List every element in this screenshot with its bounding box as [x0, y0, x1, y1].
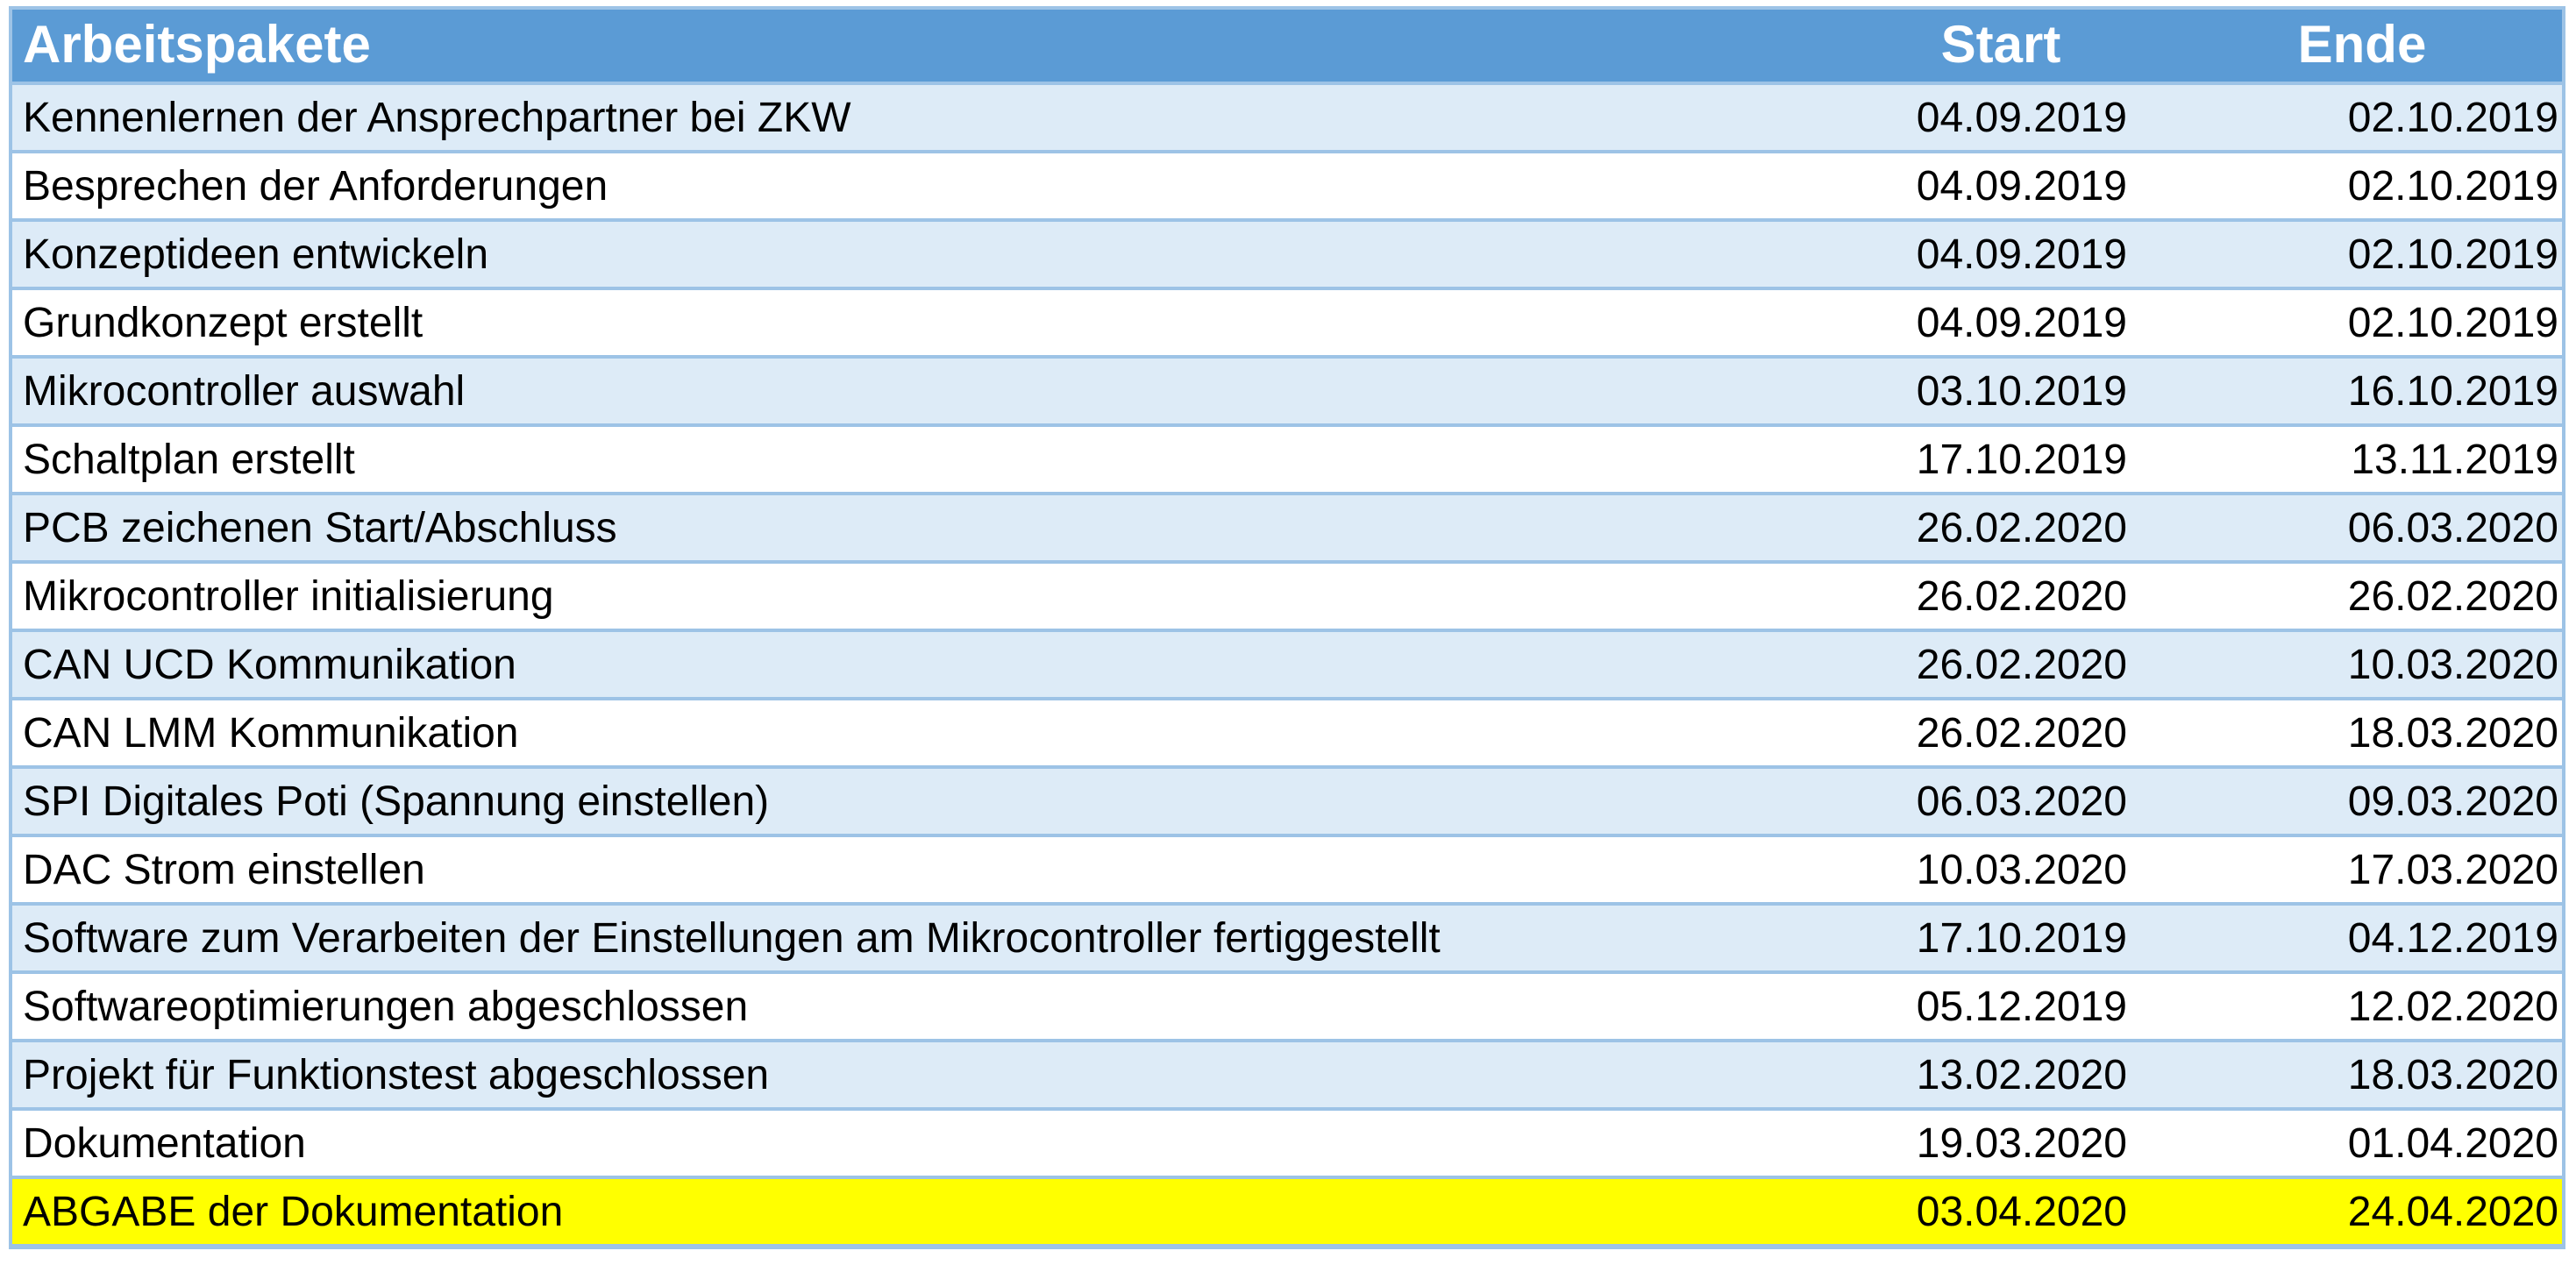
table-header: Arbeitspakete Start Ende	[11, 8, 2564, 85]
table-row[interactable]: Besprechen der Anforderungen 04.09.2019 02…	[11, 150, 2564, 222]
cell-end-date[interactable]: 12.02.2020	[2134, 970, 2564, 1042]
table-row[interactable]: CAN UCD Kommunikation 26.02.2020 10.03.202…	[11, 629, 2564, 700]
cell-task[interactable]: Konzeptideen entwickeln	[11, 218, 1815, 290]
cell-task[interactable]: Projekt für Funktionstest abgeschlossen	[11, 1039, 1815, 1111]
cell-start-date[interactable]: 03.10.2019	[1815, 355, 2134, 427]
column-header-task[interactable]: Arbeitspakete	[11, 8, 1815, 85]
table-row[interactable]: SPI Digitales Poti (Spannung einstellen)…	[11, 765, 2564, 837]
table-row[interactable]: Mikrocontroller auswahl 03.10.2019 16.10.2…	[11, 355, 2564, 427]
cell-end-date[interactable]: 13.11.2019	[2134, 423, 2564, 495]
cell-start-date[interactable]: 17.10.2019	[1815, 423, 2134, 495]
cell-task[interactable]: CAN LMM Kommunikation	[11, 697, 1815, 769]
cell-start-date[interactable]: 26.02.2020	[1815, 697, 2134, 769]
cell-start-date[interactable]: 19.03.2020	[1815, 1107, 2134, 1179]
cell-start-date[interactable]: 04.09.2019	[1815, 82, 2134, 153]
cell-task[interactable]: Dokumentation	[11, 1107, 1815, 1179]
table-row[interactable]: Projekt für Funktionstest abgeschlossen 1…	[11, 1039, 2564, 1111]
cell-end-date[interactable]: 06.03.2020	[2134, 492, 2564, 564]
cell-start-date[interactable]: 04.09.2019	[1815, 218, 2134, 290]
table-row[interactable]: DAC Strom einstellen 10.03.2020 17.03.2020	[11, 834, 2564, 906]
table-row[interactable]: Mikrocontroller initialisierung 26.02.202…	[11, 560, 2564, 632]
cell-start-date[interactable]: 03.04.2020	[1815, 1176, 2134, 1247]
cell-start-date[interactable]: 05.12.2019	[1815, 970, 2134, 1042]
table-row[interactable]: Softwareoptimierungen abgeschlossen 05.12…	[11, 970, 2564, 1042]
cell-task[interactable]: PCB zeichenen Start/Abschluss	[11, 492, 1815, 564]
cell-task[interactable]: Grundkonzept erstellt	[11, 287, 1815, 359]
table-row[interactable]: Dokumentation 19.03.2020 01.04.2020	[11, 1107, 2564, 1179]
table-row[interactable]: Konzeptideen entwickeln 04.09.2019 02.10.2…	[11, 218, 2564, 290]
cell-start-date[interactable]: 17.10.2019	[1815, 902, 2134, 974]
cell-end-date[interactable]: 10.03.2020	[2134, 629, 2564, 700]
cell-start-date[interactable]: 04.09.2019	[1815, 287, 2134, 359]
cell-end-date[interactable]: 02.10.2019	[2134, 287, 2564, 359]
cell-task[interactable]: Kennenlernen der Ansprechpartner bei ZKW	[11, 82, 1815, 153]
cell-start-date[interactable]: 04.09.2019	[1815, 150, 2134, 222]
cell-end-date[interactable]: 18.03.2020	[2134, 697, 2564, 769]
cell-task[interactable]: ABGABE der Dokumentation	[11, 1176, 1815, 1247]
work-packages-table: Arbeitspakete Start Ende Kennenlernen de…	[11, 8, 2564, 1247]
cell-task[interactable]: SPI Digitales Poti (Spannung einstellen)	[11, 765, 1815, 837]
column-header-start[interactable]: Start	[1815, 8, 2134, 85]
cell-start-date[interactable]: 26.02.2020	[1815, 560, 2134, 632]
cell-end-date[interactable]: 18.03.2020	[2134, 1039, 2564, 1111]
table-row-highlighted[interactable]: ABGABE der Dokumentation 03.04.2020 24.04.…	[11, 1176, 2564, 1247]
cell-end-date[interactable]: 24.04.2020	[2134, 1176, 2564, 1247]
cell-end-date[interactable]: 09.03.2020	[2134, 765, 2564, 837]
cell-task[interactable]: Mikrocontroller initialisierung	[11, 560, 1815, 632]
cell-task[interactable]: DAC Strom einstellen	[11, 834, 1815, 906]
cell-task[interactable]: Besprechen der Anforderungen	[11, 150, 1815, 222]
table-row[interactable]: Kennenlernen der Ansprechpartner bei ZKW…	[11, 82, 2564, 153]
cell-start-date[interactable]: 13.02.2020	[1815, 1039, 2134, 1111]
cell-task[interactable]: CAN UCD Kommunikation	[11, 629, 1815, 700]
cell-end-date[interactable]: 02.10.2019	[2134, 82, 2564, 153]
cell-start-date[interactable]: 26.02.2020	[1815, 492, 2134, 564]
cell-end-date[interactable]: 04.12.2019	[2134, 902, 2564, 974]
cell-end-date[interactable]: 16.10.2019	[2134, 355, 2564, 427]
cell-task[interactable]: Schaltplan erstellt	[11, 423, 1815, 495]
cell-end-date[interactable]: 02.10.2019	[2134, 150, 2564, 222]
table-body: Kennenlernen der Ansprechpartner bei ZKW…	[11, 82, 2564, 1247]
table-row[interactable]: Schaltplan erstellt 17.10.2019 13.11.2019	[11, 423, 2564, 495]
cell-end-date[interactable]: 01.04.2020	[2134, 1107, 2564, 1179]
table-row[interactable]: PCB zeichenen Start/Abschluss 26.02.2020 0…	[11, 492, 2564, 564]
table-row[interactable]: Grundkonzept erstellt 04.09.2019 02.10.201…	[11, 287, 2564, 359]
table-row[interactable]: Software zum Verarbeiten der Einstellung…	[11, 902, 2564, 974]
cell-end-date[interactable]: 02.10.2019	[2134, 218, 2564, 290]
cell-task[interactable]: Softwareoptimierungen abgeschlossen	[11, 970, 1815, 1042]
column-header-end[interactable]: Ende	[2134, 8, 2564, 85]
cell-start-date[interactable]: 06.03.2020	[1815, 765, 2134, 837]
header-row: Arbeitspakete Start Ende	[11, 8, 2564, 85]
cell-start-date[interactable]: 10.03.2020	[1815, 834, 2134, 906]
cell-task[interactable]: Mikrocontroller auswahl	[11, 355, 1815, 427]
cell-start-date[interactable]: 26.02.2020	[1815, 629, 2134, 700]
cell-end-date[interactable]: 17.03.2020	[2134, 834, 2564, 906]
cell-end-date[interactable]: 26.02.2020	[2134, 560, 2564, 632]
table-row[interactable]: CAN LMM Kommunikation 26.02.2020 18.03.202…	[11, 697, 2564, 769]
cell-task[interactable]: Software zum Verarbeiten der Einstellung…	[11, 902, 1815, 974]
